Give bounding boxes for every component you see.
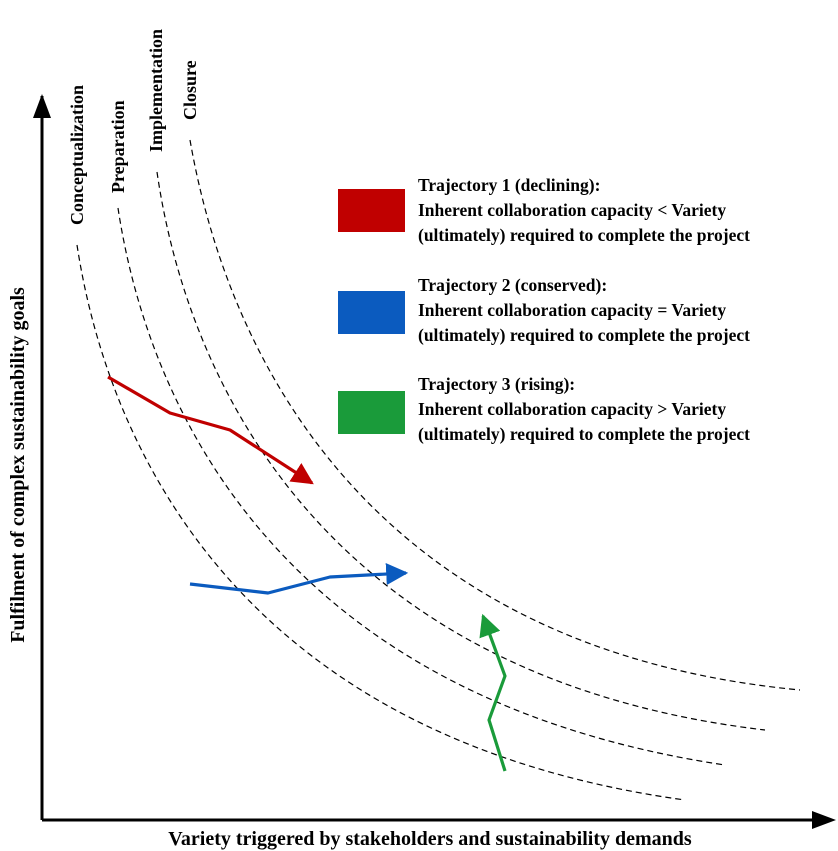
- legend-item-trajectory-3: Trajectory 3 (rising): Inherent collabor…: [338, 374, 750, 444]
- phase-curves: [76, 139, 801, 801]
- axes: [33, 94, 836, 829]
- legend-swatch-trajectory-2: [338, 291, 405, 334]
- legend-line3-trajectory-3: (ultimately) required to complete the pr…: [418, 424, 750, 444]
- legend-title-trajectory-1: Trajectory 1 (declining):: [418, 175, 600, 195]
- curve-conceptualization: [76, 244, 686, 801]
- legend-line2-trajectory-2: Inherent collaboration capacity = Variet…: [418, 300, 726, 320]
- legend-swatch-trajectory-1: [338, 189, 405, 232]
- trajectory-2-conserved-arrow: [189, 563, 409, 595]
- legend-line3-trajectory-1: (ultimately) required to complete the pr…: [418, 225, 750, 245]
- legend-item-trajectory-2: Trajectory 2 (conserved): Inherent colla…: [338, 275, 750, 345]
- phase-label-preparation: Preparation: [108, 100, 128, 193]
- legend-item-trajectory-1: Trajectory 1 (declining): Inherent colla…: [338, 175, 750, 245]
- legend-line2-trajectory-3: Inherent collaboration capacity > Variet…: [418, 399, 726, 419]
- phase-label-closure: Closure: [180, 60, 200, 120]
- legend-line2-trajectory-1: Inherent collaboration capacity < Variet…: [418, 200, 726, 220]
- phase-labels: Conceptualization Preparation Implementa…: [67, 29, 200, 225]
- x-axis-title: Variety triggered by stakeholders and su…: [168, 828, 692, 850]
- curve-closure: [189, 139, 801, 691]
- y-axis-arrowhead: [33, 94, 51, 118]
- trajectory-1-declining-arrow: [107, 375, 314, 485]
- y-axis-title: Fulfilment of complex sustainability goa…: [7, 287, 29, 643]
- legend-title-trajectory-2: Trajectory 2 (conserved):: [418, 275, 607, 295]
- trajectory-3-rising-arrow: [479, 613, 507, 772]
- phase-label-conceptualization: Conceptualization: [67, 85, 87, 225]
- legend-title-trajectory-3: Trajectory 3 (rising):: [418, 374, 575, 394]
- legend: Trajectory 1 (declining): Inherent colla…: [338, 175, 750, 444]
- legend-line3-trajectory-2: (ultimately) required to complete the pr…: [418, 325, 750, 345]
- trajectories: [107, 375, 507, 772]
- phase-label-implementation: Implementation: [146, 29, 166, 152]
- curve-preparation: [117, 207, 726, 766]
- legend-swatch-trajectory-3: [338, 391, 405, 434]
- curve-implementation: [156, 171, 766, 731]
- x-axis-arrowhead: [812, 811, 836, 829]
